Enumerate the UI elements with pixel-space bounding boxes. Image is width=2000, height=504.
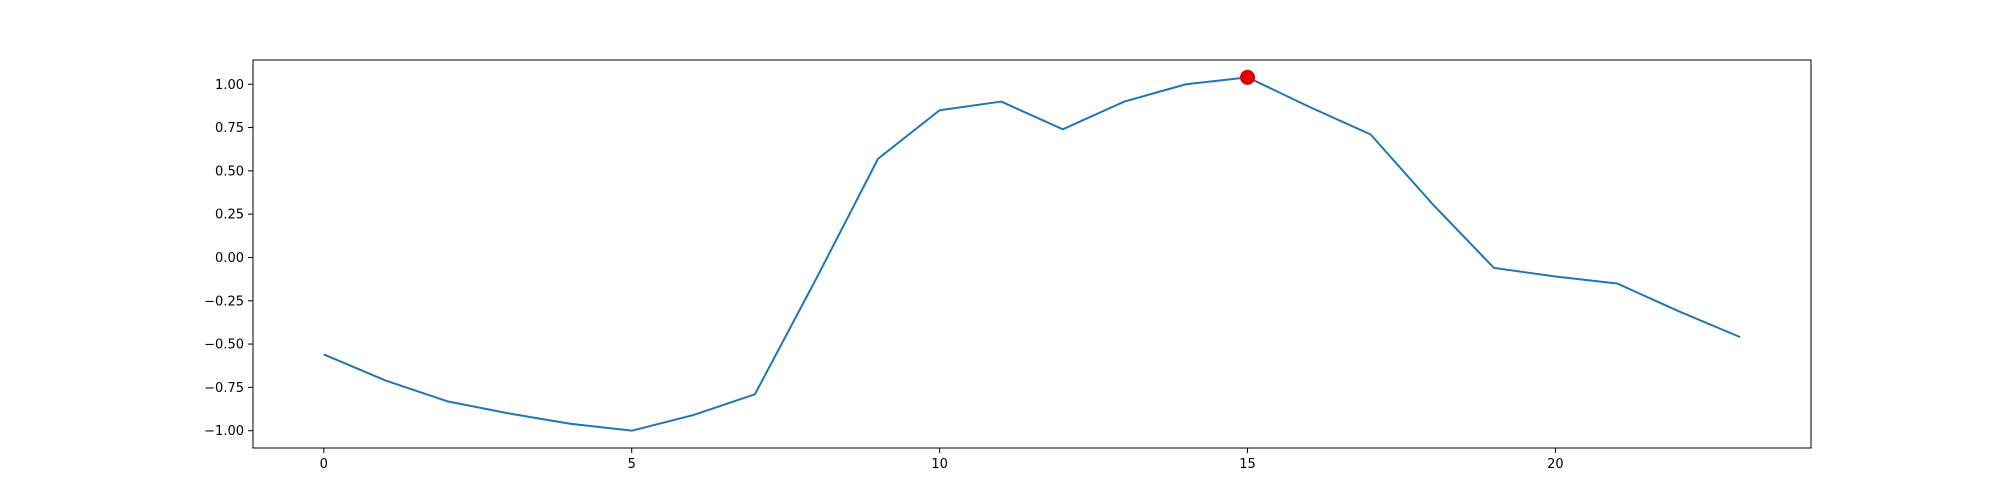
ticks-group: 0 5 10 15 20 1.00 0.75 0.50 0.25 0.00 −0.25 −0.50 −0… bbox=[204, 78, 1564, 472]
y-tick-label: −0.75 bbox=[204, 381, 244, 396]
plot-frame bbox=[252, 59, 1812, 449]
series-group bbox=[323, 76, 1741, 432]
highlight-group bbox=[1240, 69, 1256, 85]
y-tick-label: −1.00 bbox=[204, 424, 244, 439]
x-tick-label: 0 bbox=[320, 457, 328, 472]
series-line bbox=[323, 76, 1741, 432]
x-tick-label: 20 bbox=[1547, 457, 1564, 472]
y-tick-label: −0.25 bbox=[204, 294, 244, 309]
y-tick-label: 1.00 bbox=[215, 78, 244, 93]
y-tick-label: 0.25 bbox=[215, 208, 244, 223]
y-tick-label: 0.75 bbox=[215, 121, 244, 136]
x-tick-label: 5 bbox=[628, 457, 636, 472]
x-tick-label: 10 bbox=[931, 457, 948, 472]
axes-group bbox=[252, 59, 1812, 449]
y-tick-label: 0.50 bbox=[215, 164, 244, 179]
y-tick-label: −0.50 bbox=[204, 338, 244, 353]
y-tick-label: 0.00 bbox=[215, 251, 244, 266]
highlight-point bbox=[1240, 69, 1256, 85]
x-tick-label: 15 bbox=[1239, 457, 1256, 472]
